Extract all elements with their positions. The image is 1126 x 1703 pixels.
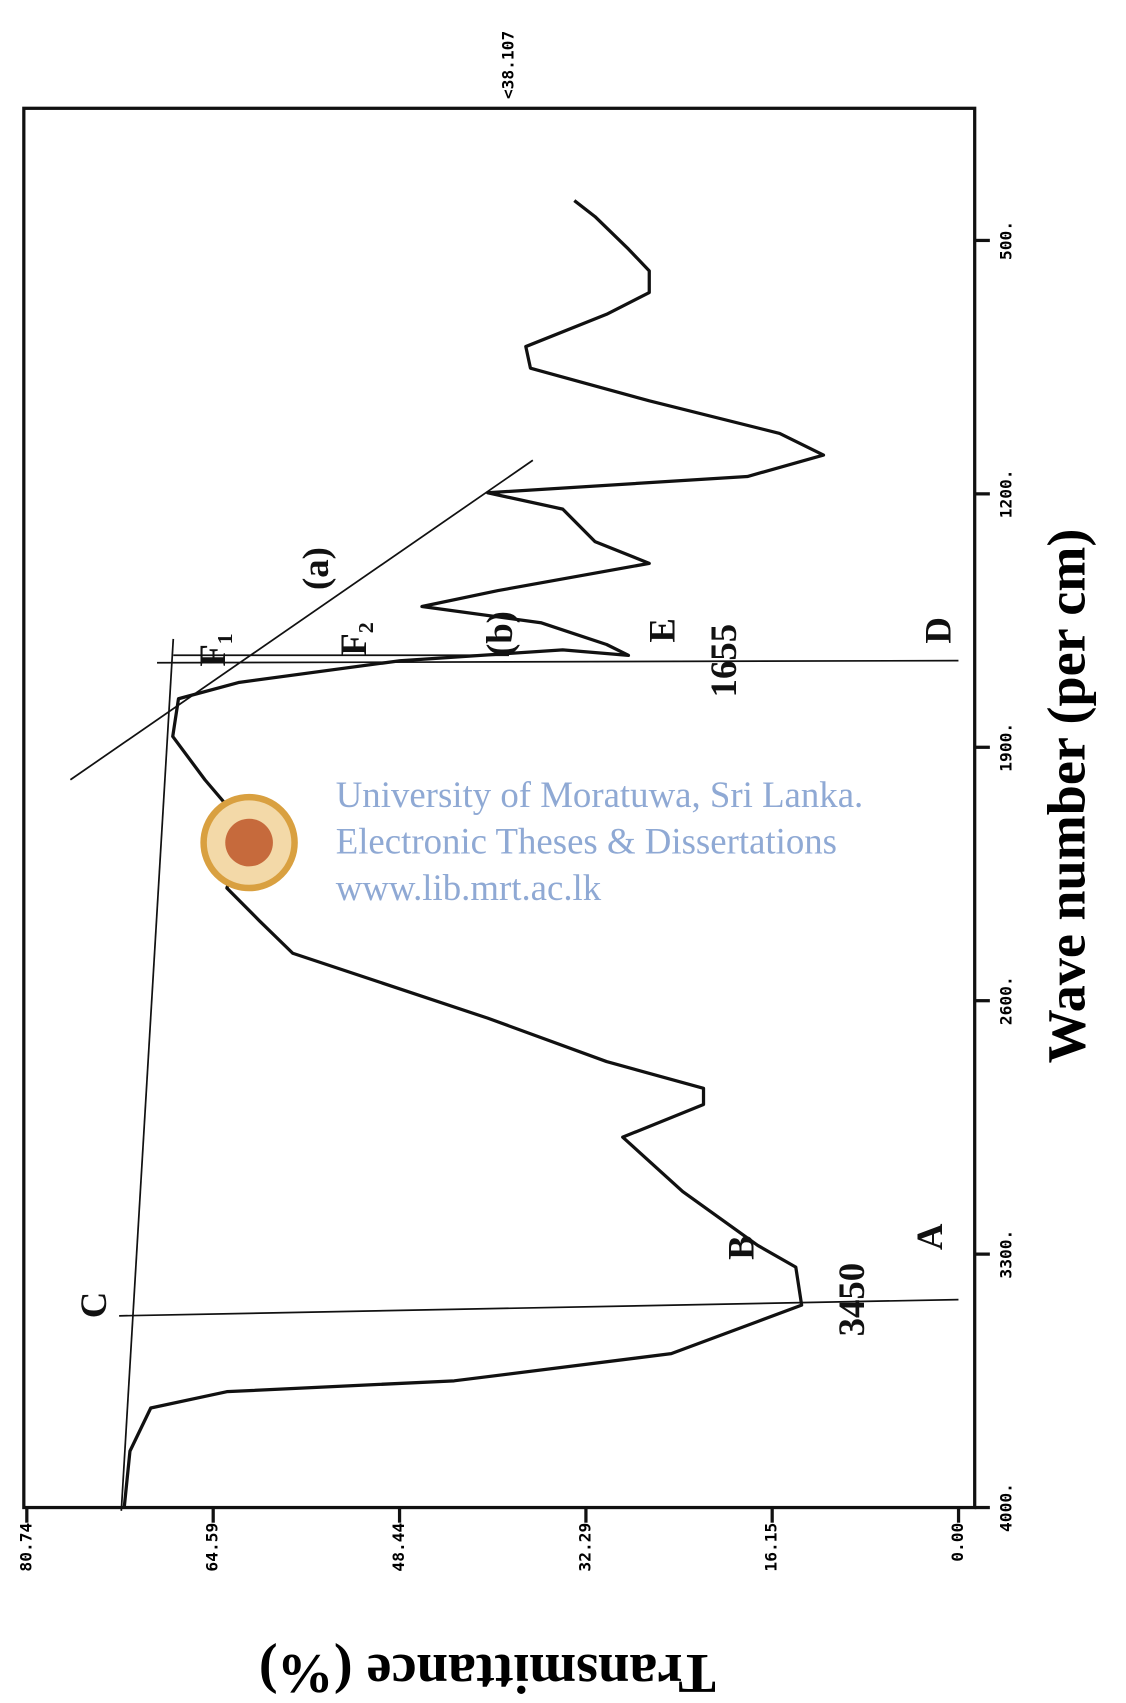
spectrum-line — [122, 199, 826, 1508]
chart-title: <38.107 — [499, 31, 518, 99]
annotation: (b) — [479, 611, 520, 656]
watermark: www.lib.mrt.ac.lk — [336, 867, 602, 908]
x-tick-label: 2600. — [997, 976, 1016, 1025]
seal — [200, 793, 298, 892]
y-tick-label: 16.15 — [762, 1523, 781, 1572]
y-tick-label: 64.59 — [203, 1523, 222, 1572]
x-tick-label: 4000. — [997, 1483, 1016, 1532]
y-tick-label: 80.74 — [16, 1522, 35, 1571]
construction-lines — [69, 459, 959, 1511]
annotation: D — [918, 617, 959, 644]
watermark: Electronic Theses & Dissertations — [336, 820, 837, 861]
y-tick-label: 48.44 — [389, 1522, 408, 1571]
x-tick-label: 1200. — [997, 469, 1016, 518]
annotation: (a) — [295, 547, 336, 590]
watermark: University of Moratuwa, Sri Lanka. — [336, 774, 864, 815]
annotation: B — [721, 1235, 762, 1260]
x-tick-label: 500. — [997, 221, 1016, 260]
annotation: F₂ — [333, 622, 374, 656]
annotation: E — [641, 618, 682, 643]
y-axis-label: Transmittance (%) — [259, 1642, 716, 1703]
annotation: 3450 — [831, 1263, 872, 1337]
x-axis-label: Wave number (per cm) — [1037, 529, 1097, 1064]
annotation: F₁ — [192, 633, 233, 667]
x-tick-label: 1900. — [997, 723, 1016, 772]
y-tick-label: 32.29 — [575, 1523, 594, 1572]
annotation: A — [909, 1223, 950, 1250]
y-tick-label: 0.00 — [948, 1523, 967, 1562]
x-tick-label: 3300. — [997, 1230, 1016, 1279]
annotation: C — [73, 1292, 114, 1319]
annotation: 1655 — [703, 624, 744, 698]
plot-frame — [22, 106, 977, 1510]
